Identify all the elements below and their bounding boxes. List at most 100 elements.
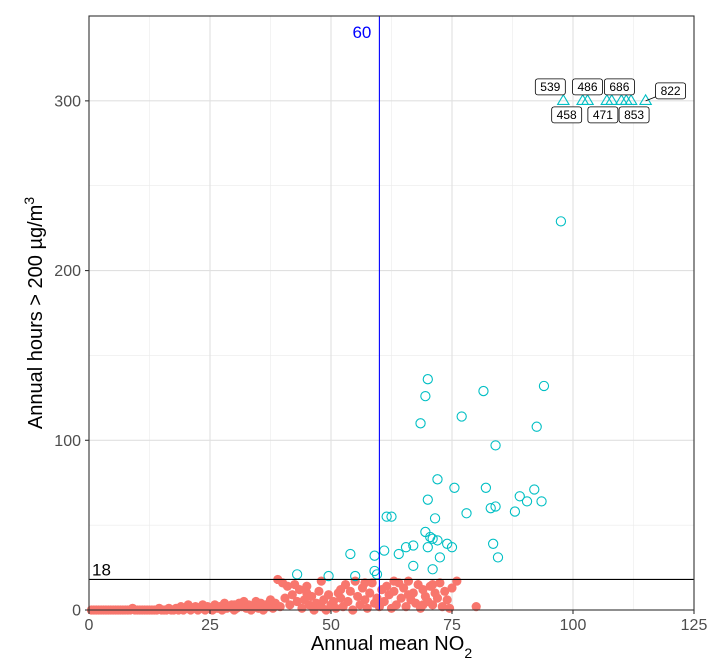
y-axis-title-superscript: 3: [21, 197, 37, 205]
data-point-above-threshold: [485, 503, 496, 514]
data-point-below-threshold: [444, 603, 455, 613]
data-point-below-threshold: [297, 603, 307, 613]
data-point-above-threshold: [538, 380, 550, 392]
data-point-below-threshold: [389, 586, 399, 596]
data-point-above-threshold: [456, 411, 467, 422]
data-point-capped: [605, 93, 619, 106]
data-point-below-threshold: [440, 586, 450, 596]
data-point-below-threshold: [432, 593, 443, 603]
data-point-below-threshold: [280, 593, 290, 603]
data-point-below-threshold: [447, 583, 457, 593]
x-tick-label: 25: [201, 617, 219, 634]
data-point-above-threshold: [427, 564, 438, 575]
data-point-below-threshold: [435, 578, 445, 588]
reference-label-horizontal: 18: [92, 560, 111, 579]
data-point-below-threshold: [287, 590, 297, 600]
point-label-text: 458: [557, 108, 577, 122]
data-point-below-threshold: [336, 585, 346, 595]
y-axis-title-main: Annual hours > 200 µg/m: [25, 205, 47, 429]
data-point-below-threshold: [399, 583, 409, 593]
data-point-capped: [624, 93, 638, 106]
data-point-above-threshold: [393, 548, 404, 560]
data-point-below-threshold: [314, 586, 324, 596]
reference-lines: 60 18: [89, 16, 694, 610]
data-point-above-threshold: [381, 511, 392, 522]
x-tick-label: 100: [560, 617, 587, 634]
data-point-above-threshold: [429, 513, 441, 524]
data-point-below-threshold: [294, 585, 305, 595]
point-label-text: 853: [624, 108, 644, 122]
data-point-above-threshold: [434, 552, 446, 563]
data-point-above-threshold: [432, 535, 443, 546]
data-point-below-threshold: [229, 600, 239, 610]
data-point-above-threshold: [422, 494, 433, 505]
data-point-capped: [556, 93, 570, 106]
data-point-above-threshold: [432, 474, 443, 485]
y-tick-label: 200: [54, 263, 81, 280]
data-point-above-threshold: [531, 421, 542, 432]
point-label-text: 686: [609, 80, 629, 94]
data-point-below-threshold: [437, 602, 447, 612]
data-point-above-threshold: [461, 508, 472, 519]
data-point-below-threshold: [360, 578, 370, 588]
data-point-above-threshold: [490, 501, 501, 512]
x-axis-title: Annual mean NO2: [311, 633, 472, 658]
data-point-below-threshold: [365, 588, 375, 598]
data-point-below-threshold: [367, 578, 377, 588]
data-point-above-threshold: [509, 506, 521, 517]
data-point-below-threshold: [345, 586, 355, 596]
axis-ticks: 0 25 50 75 100 125 0 100 200 300: [54, 93, 707, 634]
point-label-box: [587, 106, 619, 124]
data-point-above-threshold: [490, 440, 501, 451]
x-tick-label: 0: [85, 617, 94, 634]
point-label-box: [604, 78, 635, 96]
data-point-below-threshold: [428, 600, 438, 610]
x-tick-label: 50: [322, 617, 340, 634]
data-point-above-threshold: [555, 216, 567, 227]
data-point-above-threshold: [422, 374, 433, 385]
data-point-below-threshold: [282, 581, 293, 591]
data-point-below-threshold: [418, 600, 428, 610]
data-point-below-threshold: [292, 596, 302, 607]
data-point-above-threshold: [386, 511, 397, 522]
point-label-leader: [645, 96, 656, 102]
data-point-above-threshold: [420, 391, 431, 402]
data-point-below-threshold: [403, 590, 414, 600]
data-point-below-threshold: [428, 579, 438, 590]
point-label-text: 539: [540, 80, 560, 94]
y-tick-label: 300: [54, 93, 81, 110]
data-point-above-threshold: [480, 482, 492, 493]
data-point-below-threshold: [396, 593, 406, 603]
data-point-below-threshold: [275, 602, 285, 612]
data-point-above-threshold: [478, 385, 489, 397]
data-point-above-threshold: [514, 491, 525, 502]
point-label-box: [551, 106, 583, 124]
data-point-below-threshold: [323, 590, 334, 600]
point-label-box: [572, 78, 603, 96]
data-point-below-threshold: [336, 593, 346, 603]
data-point-below-threshold: [331, 603, 341, 613]
y-axis-title: Annual hours > 200 µg/m3: [21, 197, 47, 429]
point-labels: 539 486 686 822 458 471 853: [534, 78, 686, 124]
data-point-below-threshold: [403, 576, 414, 586]
data-point-above-threshold: [487, 538, 499, 549]
data-point-below-threshold: [285, 600, 295, 610]
data-point-below-threshold: [215, 603, 225, 613]
data-point-capped: [580, 93, 595, 106]
data-point-below-threshold: [307, 591, 317, 602]
data-point-above-threshold: [492, 552, 504, 563]
data-point-above-threshold: [408, 560, 419, 572]
data-point-above-threshold: [529, 484, 540, 495]
point-label-box: [534, 78, 566, 96]
data-point-above-threshold: [415, 418, 426, 429]
data-point-above-threshold: [427, 533, 438, 544]
data-point-below-threshold: [343, 596, 353, 607]
data-point-above-threshold: [345, 548, 356, 560]
data-point-below-threshold: [401, 602, 411, 612]
data-point-above-threshold: [408, 540, 419, 551]
point-label-box: [655, 82, 686, 100]
data-point-below-threshold: [442, 595, 452, 605]
data-point-below-threshold: [360, 595, 370, 605]
